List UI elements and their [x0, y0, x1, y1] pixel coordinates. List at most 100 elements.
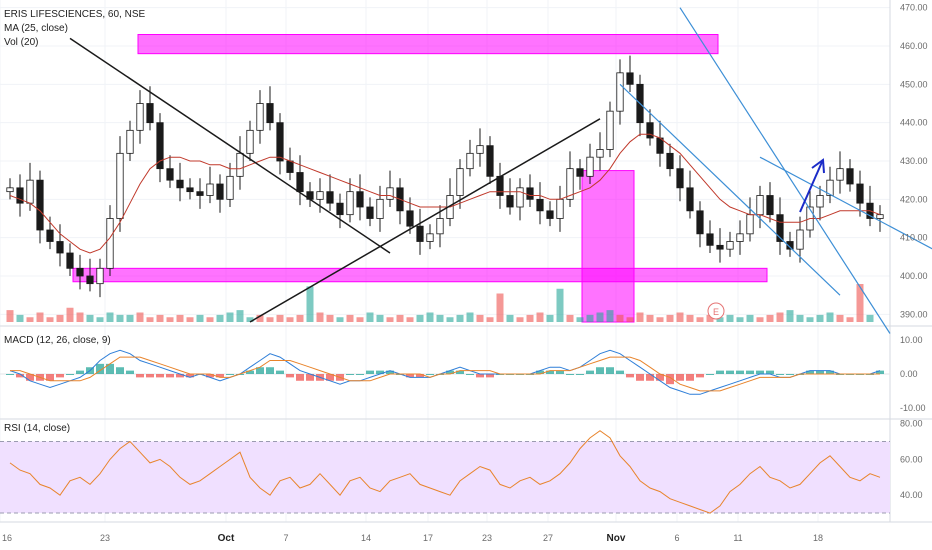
volume-bar [397, 315, 404, 322]
macd-histogram-bar [226, 374, 234, 375]
candle-body [647, 123, 653, 138]
macd-histogram-bar [766, 371, 774, 374]
volume-bar [297, 315, 304, 322]
x-tick-label: Nov [607, 533, 626, 544]
ma-legend[interactable]: MA (25, close) [4, 23, 68, 34]
y-tick-label: 430.00 [900, 156, 928, 166]
macd-histogram-bar [786, 374, 794, 375]
volume-bar [587, 315, 594, 322]
volume-bar [657, 317, 664, 322]
macd-histogram-bar [746, 371, 754, 374]
y-tick-label: 440.00 [900, 118, 928, 128]
volume-bar [267, 317, 274, 322]
candle-body [707, 234, 713, 246]
volume-bar [97, 317, 104, 322]
volume-bar [227, 313, 234, 323]
macd-histogram-bar [356, 374, 364, 375]
candle-body [27, 180, 33, 203]
candle-body [297, 173, 303, 192]
volume-bar [767, 315, 774, 322]
volume-bar [477, 315, 484, 322]
macd-histogram-bar [586, 371, 594, 374]
candle-body [537, 199, 543, 211]
volume-bar [527, 315, 534, 322]
candle-body [597, 150, 603, 158]
candle-body [687, 188, 693, 211]
volume-bar [157, 315, 164, 322]
candle-body [437, 219, 443, 234]
volume-bar [577, 317, 584, 322]
x-tick-label: 11 [733, 533, 742, 543]
x-tick-label: 17 [423, 533, 433, 543]
candle-body [147, 104, 153, 123]
volume-bar [567, 315, 574, 322]
macd-histogram-bar [286, 374, 294, 377]
macd-histogram-bar [276, 371, 284, 374]
volume-bar [627, 317, 634, 322]
macd-histogram-bar [426, 374, 434, 375]
rsi-legend[interactable]: RSI (14, close) [4, 423, 70, 434]
volume-bar [87, 315, 94, 322]
macd-histogram-bar [266, 367, 274, 374]
candle-body [677, 169, 683, 188]
candle-body [187, 188, 193, 192]
candle-body [197, 192, 203, 196]
x-tick-label: 16 [2, 533, 12, 543]
volume-bar [277, 315, 284, 322]
volume-bar [507, 315, 514, 322]
candle-body [507, 196, 513, 208]
volume-bar [37, 313, 44, 323]
volume-bar [147, 317, 154, 322]
macd-histogram-bar [136, 374, 144, 377]
macd-histogram-bar [146, 374, 154, 377]
macd-histogram-bar [686, 374, 694, 381]
symbol-title[interactable]: ERIS LIFESCIENCES, 60, NSE [4, 9, 145, 20]
volume-bar [867, 315, 874, 322]
candle-body [87, 276, 93, 284]
candle-body [527, 188, 533, 200]
volume-bar [317, 313, 324, 323]
macd-legend[interactable]: MACD (12, 26, close, 9) [4, 335, 111, 346]
volume-bar [427, 313, 434, 323]
candle-body [487, 146, 493, 177]
candle-body [727, 242, 733, 250]
volume-bar [137, 313, 144, 323]
earnings-badge[interactable]: E [708, 303, 724, 319]
candle-body [137, 104, 143, 131]
candle-body [167, 169, 173, 181]
candle-body [417, 226, 423, 241]
candle-body [767, 196, 773, 215]
volume-bar [697, 317, 704, 322]
candle-body [47, 230, 53, 242]
candle-body [277, 123, 283, 161]
volume-bar [207, 317, 214, 322]
candle-body [617, 73, 623, 111]
macd-histogram-bar [596, 367, 604, 374]
volume-bar [127, 315, 134, 322]
candle-body [357, 192, 363, 207]
macd-histogram-bar [736, 371, 744, 374]
volume-bar [77, 313, 84, 323]
macd-histogram-bar [126, 371, 134, 374]
candle-body [667, 153, 673, 168]
candle-body [237, 153, 243, 176]
macd-histogram-bar [56, 374, 64, 377]
macd-histogram-bar [476, 374, 484, 377]
macd-histogram-bar [776, 374, 784, 375]
macd-histogram-bar [726, 371, 734, 374]
macd-histogram-bar [646, 374, 654, 381]
candle-body [207, 184, 213, 196]
candle-body [857, 184, 863, 203]
y-tick-label: 60.00 [900, 454, 923, 464]
macd-histogram-bar [606, 367, 614, 374]
earnings-window-zone [582, 171, 634, 322]
candle-body [467, 153, 473, 168]
volume-legend[interactable]: Vol (20) [4, 37, 38, 48]
y-tick-label: 10.00 [900, 335, 923, 345]
volume-bar [377, 315, 384, 322]
volume-bar [847, 317, 854, 322]
candle-body [347, 192, 353, 215]
volume-bar [407, 317, 414, 322]
